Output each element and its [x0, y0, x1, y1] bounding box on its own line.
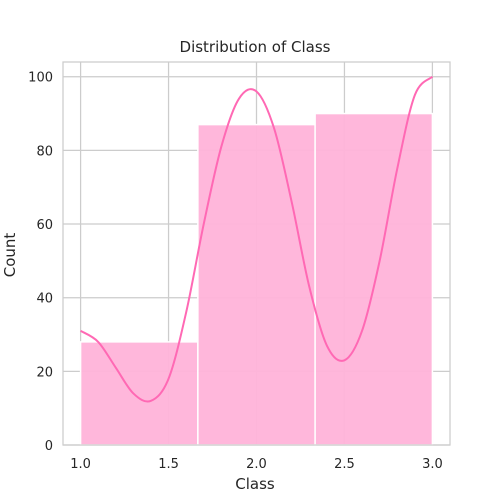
kde-curve: [80, 75, 434, 403]
y-tick-label: 80: [36, 144, 53, 159]
y-tick-label: 100: [28, 71, 53, 86]
kde-layer: [80, 75, 434, 403]
y-axis-title: Count: [1, 233, 19, 278]
plot-frame: [62, 61, 451, 446]
histogram-bar: [314, 112, 434, 446]
bars-layer: [79, 112, 434, 446]
y-tick-label: 0: [45, 439, 53, 454]
x-tick-label: 3.0: [422, 457, 443, 472]
x-tick-labels: 1.0 1.5 2.0 2.5 3.0: [70, 457, 443, 472]
y-tick-labels: 0 20 40 60 80 100: [28, 71, 53, 454]
histogram-bar: [79, 341, 199, 446]
x-tick-label: 2.0: [246, 457, 267, 472]
x-axis-title: Class: [235, 475, 275, 493]
chart-title: Distribution of Class: [180, 38, 331, 56]
y-tick-label: 40: [36, 292, 53, 307]
y-tick-label: 60: [36, 218, 53, 233]
x-tick-label: 1.5: [158, 457, 179, 472]
y-tick-label: 20: [36, 365, 53, 380]
x-tick-label: 1.0: [70, 457, 91, 472]
x-tick-label: 2.5: [334, 457, 355, 472]
